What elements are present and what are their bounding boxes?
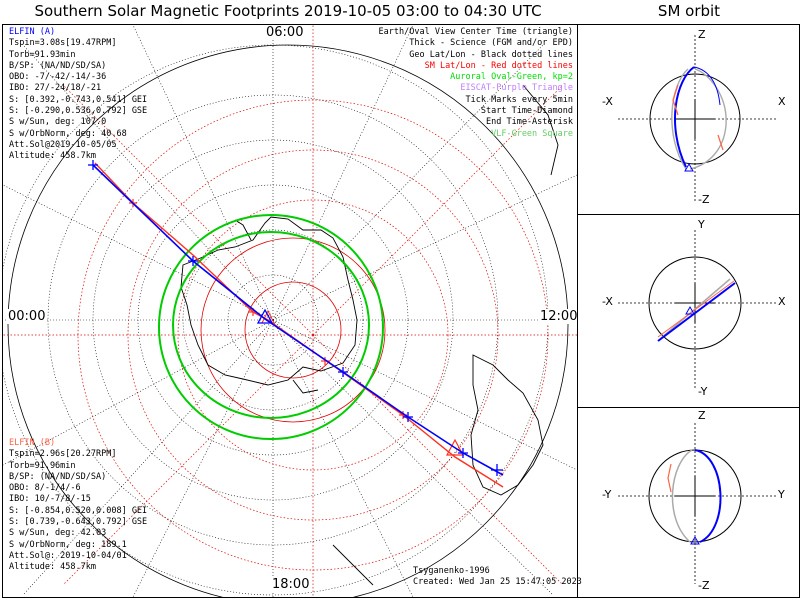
auroral-oval-inner bbox=[172, 231, 370, 419]
legend-item: Start Time-Diamond bbox=[480, 106, 573, 117]
elfin-a-line: OBO: -7/-42/-14/-36 bbox=[9, 72, 107, 83]
orbit-title: SM orbit bbox=[657, 2, 721, 20]
sm-inner-circle bbox=[244, 281, 342, 379]
sm-circle-2 bbox=[200, 237, 386, 423]
orbit1-left-label: -X bbox=[602, 95, 613, 108]
elfin-b-info: ELFIN (B) Tspin=2.96s[20.27RPM] Torb=91.9… bbox=[9, 438, 147, 574]
elfin-a-line: IBO: 27/-24/18/-21 bbox=[9, 83, 102, 94]
elfin-a-line: S w/Sun, deg: 107.0 bbox=[9, 117, 107, 128]
elfin-a-lines: Tspin=3.08s[19.47RPM] Torb=91.93min B/SP: … bbox=[9, 38, 147, 162]
elfin-a-line: S: [-0.290,0.536,0.792] GSE bbox=[9, 106, 148, 117]
elfin-b-line: Altitude: 458.7km bbox=[9, 562, 96, 573]
legend-item: EISCAT-Purple Triangle bbox=[460, 83, 573, 94]
legend-item: SM Lat/Lon - Red dotted lines bbox=[424, 60, 573, 71]
footprint-map bbox=[3, 25, 577, 597]
time-label-right: 12:00 bbox=[539, 309, 579, 324]
orbit-xz-plot bbox=[618, 35, 778, 203]
elfin-b-line: Att.Sol@: 2019-10-04/01 bbox=[9, 550, 127, 561]
orbit3-bottom-label: -Z bbox=[698, 579, 710, 592]
elfin-b-center-triangle bbox=[446, 438, 464, 456]
legend-item: Geo Lat/Lon - Black dotted lines bbox=[409, 49, 573, 60]
elfin-b-line: Tspin=2.96s[20.27RPM] bbox=[9, 449, 117, 460]
elfin-b-line: S w/OrbNorm, deg: 189.1 bbox=[9, 539, 127, 550]
orbit-panel-xy: Y -Y -X X bbox=[577, 214, 800, 408]
legend-item: Auroral Oval-Green, kp=2 bbox=[450, 72, 573, 83]
auroral-oval-outer bbox=[158, 214, 384, 440]
elfin-b-line: OBO: 8/-1/4/-6 bbox=[9, 483, 81, 494]
orbit1-top-label: Z bbox=[698, 28, 706, 41]
elfin-a-center-triangle bbox=[256, 308, 274, 324]
elfin-a-line: B/SP: (NA/ND/SD/SA) bbox=[9, 60, 107, 71]
elfin-a-line: Att.Sol@2019-10-05/05 bbox=[9, 139, 117, 150]
legend: Earth/Oval View Center Time (triangle) Th… bbox=[379, 27, 573, 140]
orbit3-right-label: Y bbox=[778, 488, 785, 501]
legend-item: VLF-Green Square bbox=[491, 128, 573, 139]
elfin-b-line: S: [0.739,-0.643,0.792] GSE bbox=[9, 517, 148, 528]
time-label-bottom: 18:00 bbox=[271, 577, 311, 592]
legend-item: Tick Marks every 5min bbox=[465, 94, 573, 105]
main-title: Southern Solar Magnetic Footprints 2019-… bbox=[34, 2, 542, 20]
orbit-panel-yz: Z -Z -Y Y bbox=[577, 407, 800, 598]
created-timestamp: Created: Wed Jan 25 15:47:05 2023 bbox=[413, 577, 582, 587]
orbit1-right-label: X bbox=[778, 95, 786, 108]
elfin-b-line: S w/Sun, deg: 42.03 bbox=[9, 528, 107, 539]
elfin-a-ticks bbox=[88, 160, 503, 476]
orbit1-bottom-label: -Z bbox=[698, 193, 710, 206]
orbit-xy-plot bbox=[618, 230, 778, 390]
orbit3-top-label: Z bbox=[698, 409, 706, 422]
elfin-b-name: ELFIN (B) bbox=[9, 438, 56, 448]
elfin-a-line: Torb=91.93min bbox=[9, 49, 76, 60]
elfin-b-lines: Tspin=2.96s[20.27RPM] Torb=91.96min B/SP: … bbox=[9, 449, 147, 573]
elfin-a-line: S: [0.392,-0.743,0.541] GEI bbox=[9, 94, 148, 105]
orbit2-top-label: Y bbox=[698, 218, 705, 231]
coastlines bbox=[180, 84, 559, 586]
orbit2-bottom-label: -Y bbox=[698, 385, 708, 398]
orbit-panel-xz: Z -Z -X X bbox=[577, 24, 800, 215]
orbit3-left-label: -Y bbox=[602, 488, 612, 501]
elfin-a-name: ELFIN (A) bbox=[9, 27, 56, 37]
elfin-a-line: Altitude: 458.7km bbox=[9, 151, 96, 162]
elfin-b-line: IBO: 10/-7/8/-15 bbox=[9, 494, 91, 505]
legend-item: Thick - Science (FGM and/or EPD) bbox=[409, 38, 573, 49]
time-label-top: 06:00 bbox=[265, 25, 305, 40]
elfin-b-line: S: [-0.854,0.520,0.008] GEI bbox=[9, 505, 148, 516]
time-label-left: 00:00 bbox=[7, 309, 47, 324]
sm-grid bbox=[3, 25, 577, 597]
elfin-b-line: Torb=91.96min bbox=[9, 460, 76, 471]
elfin-a-line: S w/OrbNorm, deg: 40.68 bbox=[9, 128, 127, 139]
horizon-circle bbox=[7, 44, 569, 597]
elfin-a-line: Tspin=3.08s[19.47RPM] bbox=[9, 38, 117, 49]
footprint-map-frame: 06:00 00:00 12:00 18:00 ELFIN (A) Tspin=… bbox=[2, 24, 582, 598]
elfin-a-info: ELFIN (A) Tspin=3.08s[19.47RPM] Torb=91.9… bbox=[9, 27, 147, 163]
orbit2-left-label: -X bbox=[602, 295, 613, 308]
legend-item: End Time-Asterisk bbox=[486, 117, 573, 128]
credit: Tsyganenko-1996 bbox=[413, 566, 490, 576]
elfin-b-line: B/SP: (NA/ND/SD/SA) bbox=[9, 471, 107, 482]
elfin-b-track bbox=[94, 162, 504, 488]
legend-item: Earth/Oval View Center Time (triangle) bbox=[378, 27, 573, 37]
orbit-yz-plot bbox=[618, 423, 778, 584]
orbit2-right-label: X bbox=[778, 295, 786, 308]
